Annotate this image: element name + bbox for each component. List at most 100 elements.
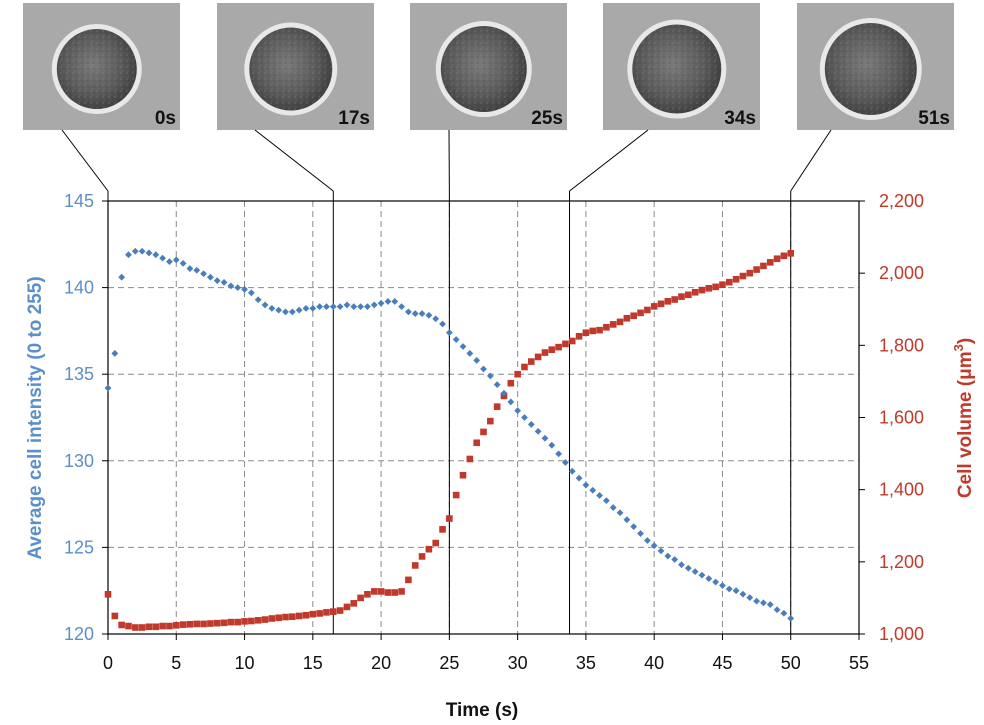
intensity-point bbox=[309, 304, 317, 312]
frame-time-label: 51s bbox=[918, 108, 950, 129]
volume-point bbox=[657, 300, 665, 308]
volume-point bbox=[712, 283, 719, 291]
volume-point bbox=[268, 615, 276, 622]
x-tick-label: 30 bbox=[508, 653, 528, 673]
intensity-point bbox=[732, 587, 740, 595]
volume-point bbox=[323, 609, 330, 616]
intensity-point bbox=[582, 481, 590, 489]
intensity-point bbox=[118, 273, 126, 281]
intensity-point bbox=[295, 306, 303, 314]
intensity-point bbox=[568, 467, 576, 475]
volume-point bbox=[603, 323, 610, 331]
x-tick-label: 45 bbox=[712, 653, 732, 673]
volume-point bbox=[357, 594, 364, 602]
right-tick-label: 1,600 bbox=[879, 408, 924, 428]
volume-point bbox=[466, 455, 474, 463]
volume-point bbox=[705, 285, 713, 292]
volume-point bbox=[343, 603, 351, 611]
volume-point bbox=[548, 346, 556, 353]
intensity-point bbox=[780, 609, 788, 617]
intensity-point bbox=[760, 599, 767, 607]
intensity-point bbox=[193, 266, 201, 274]
left-tick-label: 135 bbox=[64, 364, 94, 384]
intensity-point bbox=[275, 306, 283, 314]
intensity-point bbox=[486, 372, 494, 380]
intensity-point bbox=[480, 365, 487, 373]
right-axis-title-base: Cell volume ( bbox=[955, 379, 976, 498]
volume-point bbox=[753, 266, 760, 273]
intensity-point bbox=[548, 441, 556, 449]
frame-connector bbox=[569, 129, 649, 192]
intensity-point bbox=[691, 568, 699, 576]
volume-point bbox=[220, 619, 228, 627]
volume-point bbox=[507, 379, 515, 387]
intensity-point bbox=[630, 523, 638, 531]
intensity-point bbox=[384, 298, 392, 305]
intensity-point bbox=[370, 301, 378, 309]
intensity-point bbox=[609, 504, 617, 511]
intensity-point bbox=[288, 308, 296, 316]
intensity-point bbox=[602, 497, 610, 505]
volume-point bbox=[637, 309, 644, 317]
volume-point bbox=[514, 370, 521, 378]
x-tick-label: 15 bbox=[303, 653, 323, 673]
volume-point bbox=[227, 618, 235, 626]
volume-point bbox=[787, 250, 795, 257]
volume-point bbox=[391, 589, 399, 596]
volume-point bbox=[179, 621, 187, 628]
volume-point bbox=[132, 624, 139, 631]
intensity-point bbox=[712, 578, 720, 586]
volume-point bbox=[336, 607, 344, 614]
x-axis-ticks: 0 5 10 15 20 25 30 35 40 45 50 55 bbox=[103, 634, 869, 673]
volume-point bbox=[541, 349, 549, 356]
frame-25s: 25s bbox=[410, 3, 567, 130]
volume-point bbox=[330, 608, 337, 615]
frame-connector bbox=[61, 129, 109, 192]
volume-point bbox=[302, 611, 310, 619]
volume-point bbox=[780, 252, 788, 260]
volume-point bbox=[534, 353, 542, 361]
right-tick-label: 1,200 bbox=[879, 552, 924, 572]
volume-point bbox=[316, 610, 323, 617]
intensity-point bbox=[179, 259, 187, 267]
volume-point bbox=[562, 340, 569, 348]
left-tick-label: 130 bbox=[64, 451, 94, 471]
volume-point bbox=[125, 622, 132, 630]
right-tick-label: 1,000 bbox=[879, 624, 924, 644]
frame-connector bbox=[790, 129, 832, 192]
intensity-point bbox=[343, 301, 351, 309]
volume-point bbox=[650, 303, 658, 310]
right-tick-label: 2,200 bbox=[879, 191, 924, 211]
x-axis-title: Time (s) bbox=[446, 700, 519, 721]
intensity-point bbox=[589, 486, 597, 494]
right-axis-title-close: ) bbox=[955, 338, 976, 344]
volume-point bbox=[698, 286, 706, 294]
intensity-point bbox=[507, 398, 515, 406]
x-tick-label: 5 bbox=[171, 653, 181, 673]
intensity-point bbox=[452, 336, 460, 343]
intensity-point bbox=[425, 311, 433, 319]
volume-point bbox=[568, 337, 576, 345]
intensity-point bbox=[787, 615, 795, 622]
volume-point bbox=[493, 403, 501, 410]
volume-point bbox=[241, 618, 248, 625]
frame-0s: 0s bbox=[23, 3, 180, 130]
intensity-point bbox=[377, 299, 385, 307]
intensity-point bbox=[172, 256, 180, 264]
volume-point bbox=[186, 620, 194, 628]
volume-point bbox=[685, 291, 692, 299]
frame-34s: 34s bbox=[603, 3, 760, 130]
volume-point bbox=[295, 612, 303, 620]
volume-point bbox=[138, 624, 146, 631]
volume-point bbox=[487, 417, 494, 425]
volume-point bbox=[480, 428, 487, 436]
intensity-point bbox=[466, 350, 474, 357]
intensity-point bbox=[698, 571, 706, 579]
intensity-point bbox=[493, 381, 501, 388]
volume-point bbox=[452, 491, 460, 499]
intensity-point bbox=[282, 308, 289, 316]
volume-point bbox=[719, 281, 726, 289]
right-axis-title: Cell volume (μm3) bbox=[951, 338, 976, 498]
intensity-point bbox=[227, 282, 235, 290]
